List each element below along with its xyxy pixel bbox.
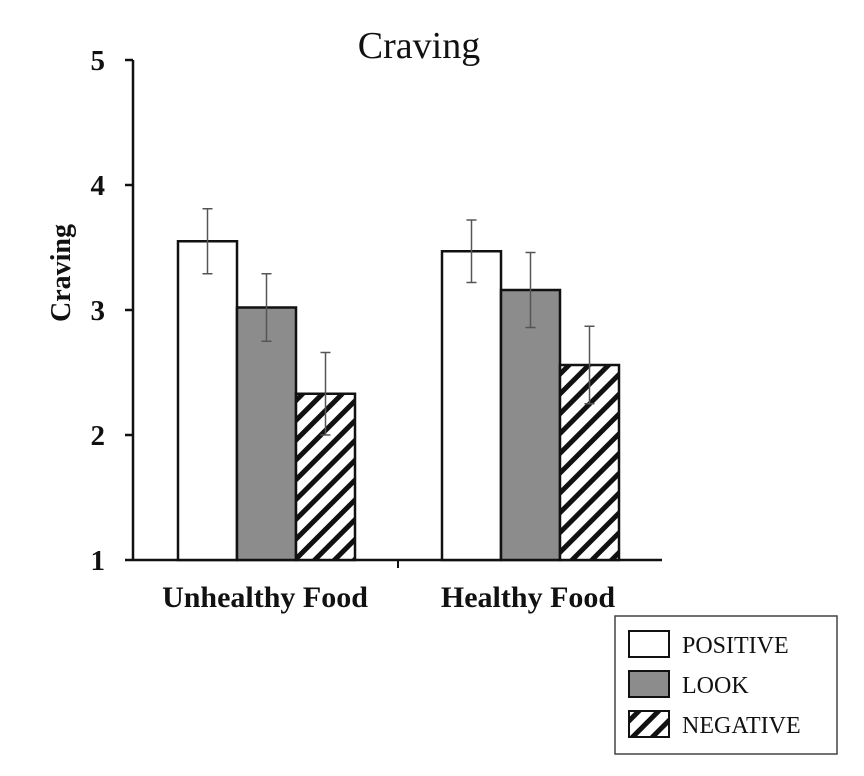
bar-look-unhealthy [235,306,298,562]
y-ticks: 1 2 3 4 5 [91,45,133,577]
bar-look-healthy [499,288,562,562]
y-tick-label: 4 [91,170,106,202]
y-tick-label: 5 [91,45,106,77]
x-category-label: Unhealthy Food [162,581,368,614]
legend-swatch-negative [628,710,670,738]
legend-label-positive: POSITIVE [682,633,789,659]
bar-positive-unhealthy [176,240,239,562]
legend-swatch-positive [628,630,670,658]
error-bars [202,208,595,436]
y-tick-label: 1 [91,545,106,577]
y-axis-label: Craving [46,224,77,322]
x-category-labels: Unhealthy Food Healthy Food [162,581,615,614]
legend-label-negative: NEGATIVE [682,713,801,739]
legend-label-look: LOOK [682,673,749,699]
y-tick-label: 3 [91,295,106,327]
x-category-label: Healthy Food [441,581,615,614]
y-tick-label: 2 [91,420,106,452]
bar-positive-healthy [440,250,503,562]
chart-title: Craving [358,25,480,67]
legend: POSITIVE LOOK NEGATIVE [614,615,838,755]
bars [176,240,621,562]
legend-swatch-look [628,670,670,698]
